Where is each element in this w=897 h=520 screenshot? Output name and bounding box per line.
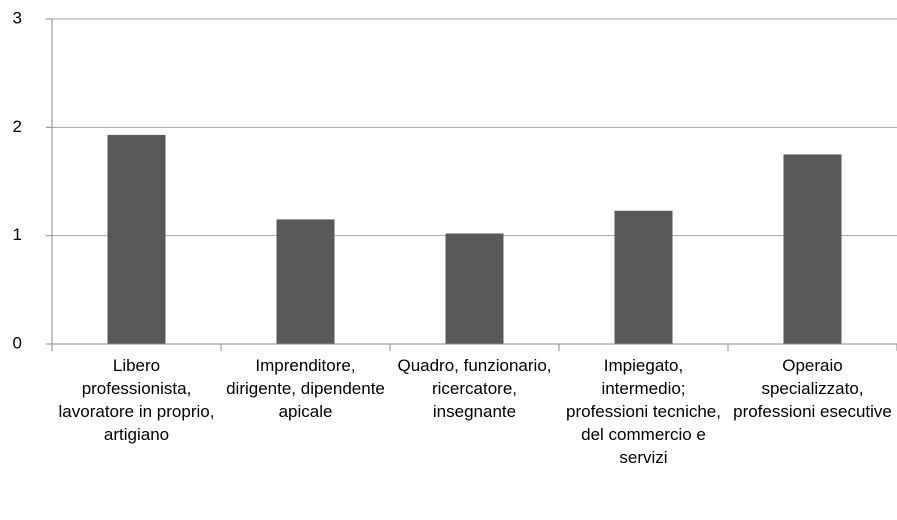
bar: [276, 219, 335, 344]
bar: [107, 134, 166, 344]
x-tick-label: Libero professionista, lavoratore in pro…: [58, 356, 215, 444]
x-tick-label: Impiegato, intermedio; professioni tecni…: [566, 356, 721, 467]
y-tick-label: 3: [13, 8, 22, 27]
x-tick-label: Quadro, funzionario, ricercatore, insegn…: [397, 356, 552, 421]
x-tick-label: Imprenditore, dirigente, dipendente apic…: [226, 356, 385, 421]
bar: [614, 210, 673, 344]
x-tick-label: Operaio specializzato, professioni esecu…: [733, 356, 892, 421]
y-tick-label: 2: [13, 117, 22, 136]
y-tick-label: 0: [13, 333, 22, 352]
bar: [783, 154, 842, 344]
y-tick-label: 1: [13, 225, 22, 244]
bar: [445, 233, 504, 344]
